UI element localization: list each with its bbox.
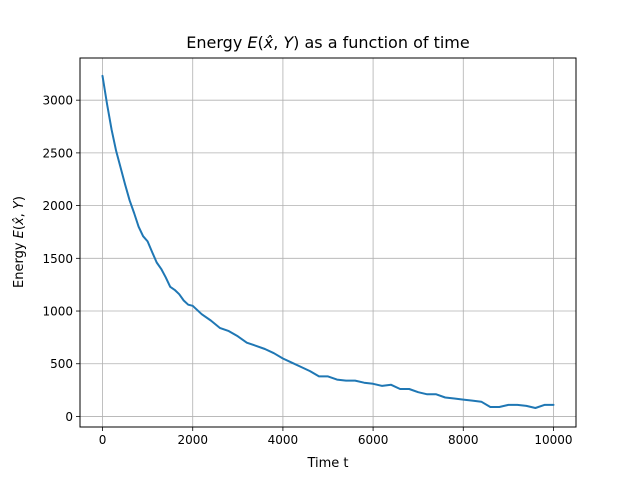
- data-layer: [101, 74, 555, 409]
- x-tick-label: 8000: [448, 433, 479, 447]
- y-tick-label: 0: [65, 410, 73, 424]
- y-tick-label: 2500: [42, 146, 73, 160]
- x-tick-label: 2000: [177, 433, 208, 447]
- y-tick-label: 2000: [42, 199, 73, 213]
- y-tick-label: 1500: [42, 252, 73, 266]
- y-axis-label: Energy E(x̂, Y): [12, 196, 27, 288]
- x-tick-label: 0: [99, 433, 107, 447]
- y-tick-label: 1000: [42, 305, 73, 319]
- x-tick-label: 6000: [358, 433, 389, 447]
- x-tick-label: 4000: [268, 433, 299, 447]
- y-tick-label: 3000: [42, 94, 73, 108]
- x-tick-label: 10000: [534, 433, 572, 447]
- chart-title: Energy E(x̂, Y) as a function of time: [186, 33, 469, 52]
- x-axis-label: Time t: [306, 456, 348, 471]
- grid: [80, 58, 576, 427]
- y-tick-label: 500: [50, 357, 73, 371]
- energy-series-line: [101, 74, 555, 409]
- ticks: 0 2000 4000 6000 8000 10000 0 500 1000 1500 2000 25…: [42, 94, 572, 447]
- plot-frame: [79, 57, 577, 428]
